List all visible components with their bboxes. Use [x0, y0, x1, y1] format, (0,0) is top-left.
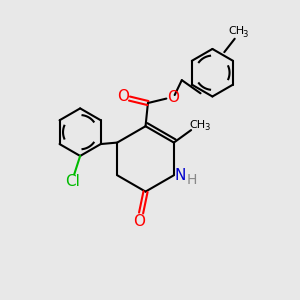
Text: H: H: [187, 173, 197, 187]
Text: N: N: [175, 168, 186, 183]
Text: O: O: [134, 214, 146, 229]
Text: Cl: Cl: [65, 174, 80, 189]
Text: O: O: [167, 90, 179, 105]
Text: CH: CH: [190, 120, 206, 130]
Text: 3: 3: [205, 123, 210, 132]
Text: CH: CH: [228, 26, 244, 36]
Text: 3: 3: [243, 30, 248, 39]
Text: O: O: [117, 89, 129, 104]
